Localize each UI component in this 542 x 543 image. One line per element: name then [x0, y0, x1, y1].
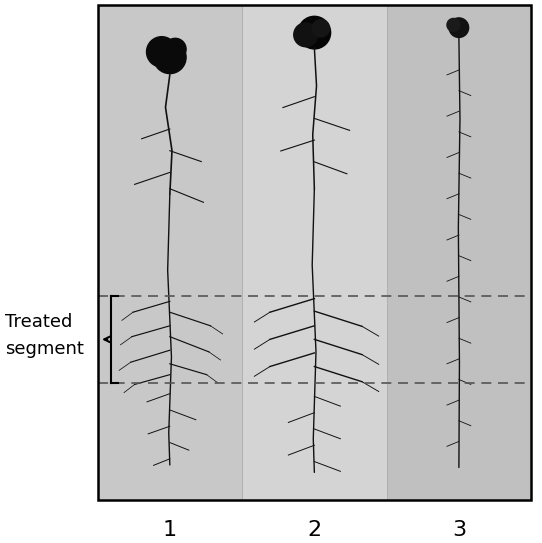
Circle shape: [294, 23, 318, 47]
Circle shape: [312, 20, 330, 37]
Bar: [98, 5, 531, 500]
Circle shape: [146, 37, 177, 67]
Text: 2: 2: [307, 520, 321, 540]
Circle shape: [153, 41, 186, 74]
Bar: [386, 5, 531, 500]
Circle shape: [447, 18, 460, 31]
Circle shape: [298, 16, 331, 49]
Text: segment: segment: [5, 340, 85, 358]
Circle shape: [449, 18, 469, 37]
Text: 1: 1: [163, 520, 177, 540]
Text: 3: 3: [452, 520, 466, 540]
Bar: [242, 5, 386, 500]
Circle shape: [164, 39, 186, 60]
Text: Treated: Treated: [5, 313, 73, 331]
Bar: [98, 5, 242, 500]
